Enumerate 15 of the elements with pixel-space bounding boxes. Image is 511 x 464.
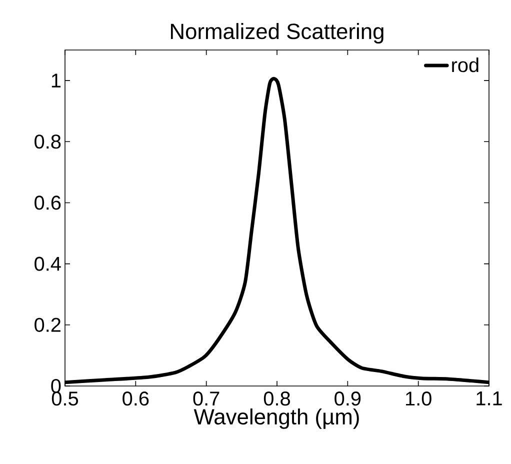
x-tick-label: 0.9: [334, 392, 361, 406]
y-tick-label: 1: [52, 74, 61, 88]
x-tick-label: 1.0: [406, 392, 432, 406]
x-tick-label: 0.7: [193, 392, 220, 406]
chart-title: Normalized Scattering: [170, 23, 384, 44]
x-tick-label: 0.6: [122, 392, 149, 406]
y-tick-label: 0.8: [34, 134, 61, 149]
legend-label: rod: [452, 58, 478, 72]
y-tick-label: 0.2: [34, 318, 60, 332]
y-tick-label: 0.4: [34, 256, 61, 271]
x-tick-label: 0.8: [264, 392, 290, 406]
x-axis-title: Wavelength (µm): [194, 408, 359, 429]
y-tick-label: 0.6: [34, 196, 61, 210]
x-tick-label: 1.1: [476, 392, 502, 406]
x-tick-label: 0.5: [52, 392, 78, 406]
